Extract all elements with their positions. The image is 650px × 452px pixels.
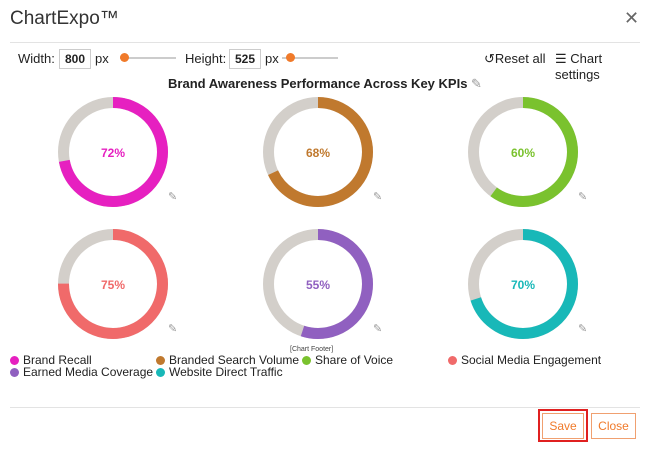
legend-swatch [448, 355, 457, 365]
edit-icon[interactable]: ✎ [373, 323, 382, 335]
chart-title: Brand Awareness Performance Across Key K… [0, 76, 650, 92]
footer-divider [10, 407, 640, 408]
height-slider-handle[interactable] [286, 53, 295, 62]
donut-value-label: 75% [101, 278, 125, 292]
edit-icon[interactable]: ✎ [578, 323, 587, 335]
legend-label: Branded Search Volume [169, 353, 300, 367]
edit-icon[interactable]: ✎ [168, 191, 177, 203]
legend-swatch [302, 355, 311, 365]
legend-label: Share of Voice [315, 353, 394, 367]
donut-value-label: 60% [511, 146, 535, 160]
donut-value-label: 55% [306, 278, 330, 292]
donut-value-arc[interactable] [468, 97, 578, 207]
donut-value-arc[interactable] [58, 229, 168, 339]
legend-label: Social Media Engagement [461, 353, 602, 367]
reset-icon: ↺ [484, 51, 495, 66]
donut-value-label: 68% [306, 146, 330, 160]
width-slider-handle[interactable] [120, 53, 129, 62]
chart-settings-button[interactable]: ☰ Chart settings [555, 51, 650, 82]
app-title: ChartExpo™ [10, 8, 119, 29]
chart-footer: [Chart Footer] [290, 346, 334, 353]
save-button[interactable]: Save [542, 413, 584, 439]
height-slider[interactable] [282, 57, 338, 59]
height-unit: px [265, 51, 279, 66]
edit-icon[interactable]: ✎ [373, 191, 382, 203]
legend-item-website-direct-traffic[interactable]: Website Direct Traffic [156, 365, 283, 379]
legend-swatch [10, 355, 19, 365]
divider [10, 42, 640, 43]
chart-title-text: Brand Awareness Performance Across Key K… [168, 76, 468, 91]
donut-value-label: 70% [511, 278, 535, 292]
legend-item-share-of-voice[interactable]: Share of Voice [302, 353, 393, 367]
donut-value-arc[interactable] [58, 97, 168, 207]
close-icon[interactable]: ✕ [624, 8, 640, 28]
width-slider[interactable] [120, 57, 176, 59]
legend-swatch [156, 355, 165, 365]
legend-item-earned-media-coverage[interactable]: Earned Media Coverage [10, 365, 153, 379]
legend-item-social-media-engagement[interactable]: Social Media Engagement [448, 353, 601, 367]
sliders-icon: ☰ [555, 51, 567, 66]
donut-value-arc[interactable] [263, 229, 373, 339]
width-input[interactable]: 800 [59, 49, 91, 69]
height-label: Height: [185, 51, 227, 66]
edit-icon[interactable]: ✎ [578, 191, 587, 203]
save-highlight [538, 409, 588, 442]
legend-item-branded-search-volume[interactable]: Branded Search Volume [156, 353, 299, 367]
reset-label: Reset all [494, 51, 546, 66]
legend-item-brand-recall[interactable]: Brand Recall [10, 353, 92, 367]
donut-value-label: 72% [101, 146, 125, 160]
width-unit: px [95, 51, 109, 66]
width-label: Width: [18, 51, 55, 66]
edit-title-icon[interactable]: ✎ [471, 76, 482, 91]
legend-swatch [156, 367, 165, 377]
height-input[interactable]: 525 [229, 49, 261, 69]
edit-icon[interactable]: ✎ [168, 323, 177, 335]
legend-label: Earned Media Coverage [23, 365, 154, 379]
legend-label: Brand Recall [23, 353, 92, 367]
legend-swatch [10, 367, 19, 377]
reset-all-button[interactable]: ↺Reset all [484, 51, 545, 67]
chart-settings-label: Chart settings [555, 51, 603, 82]
close-button[interactable]: Close [591, 413, 636, 439]
legend-label: Website Direct Traffic [169, 365, 283, 379]
donut-value-arc[interactable] [263, 97, 373, 207]
donut-value-arc[interactable] [468, 229, 578, 339]
